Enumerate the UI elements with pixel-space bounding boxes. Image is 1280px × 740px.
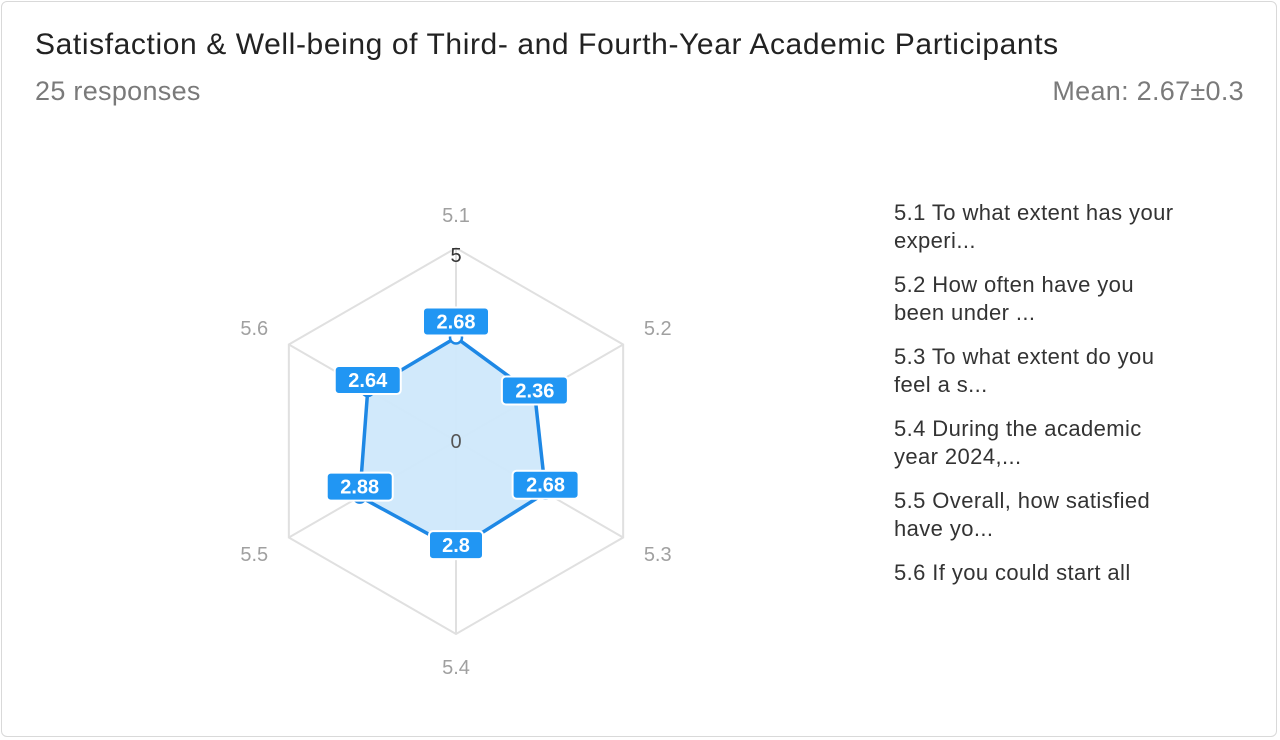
value-label-box <box>428 530 484 561</box>
category-label: 5.4 <box>442 657 470 679</box>
data-label: 2.88 <box>340 477 379 499</box>
value-label-box <box>511 469 580 500</box>
data-label: 2.68 <box>437 312 476 334</box>
category-label: 5.3 <box>644 544 672 566</box>
mean-value: Mean: 2.67±0.3 <box>1052 76 1244 106</box>
category-label: 5.5 <box>240 544 268 566</box>
chart-title: Satisfaction & Well-being of Third- and … <box>35 28 1059 61</box>
value-label-box <box>422 306 490 337</box>
data-label: 2.64 <box>348 370 388 392</box>
data-label: 2.8 <box>442 535 470 557</box>
response-count: 25 responses <box>35 76 201 106</box>
radial-tick-label: 0 <box>450 431 461 453</box>
data-label: 2.36 <box>515 380 554 402</box>
category-label: 5.1 <box>442 205 470 227</box>
value-label-box <box>333 365 402 396</box>
legend-item: 5.6 If you could start all <box>894 560 1131 585</box>
radar-chart: 0 5 5.1 5.2 5.3 5.4 5.5 5.6 2.68 2.36 2.68 2.8 2.88 2… <box>240 205 672 679</box>
legend: 5.1 To what extent has your experi... 5.2… <box>894 199 1194 603</box>
legend-item: 5.2 How often have you been under ... <box>894 272 1134 325</box>
legend-item: 5.5 Overall, how satisfied have yo... <box>894 488 1151 541</box>
legend-item: 5.1 To what extent has your experi... <box>894 200 1174 253</box>
legend-item: 5.4 During the academic year 2024,... <box>894 416 1142 469</box>
radial-tick-label: 5 <box>450 245 461 267</box>
category-label: 5.6 <box>240 318 268 340</box>
legend-item: 5.3 To what extent do you feel a s... <box>894 344 1155 397</box>
category-label: 5.2 <box>644 318 672 340</box>
value-label-box <box>325 471 394 502</box>
data-label: 2.68 <box>526 475 565 497</box>
value-label-box <box>500 375 569 406</box>
